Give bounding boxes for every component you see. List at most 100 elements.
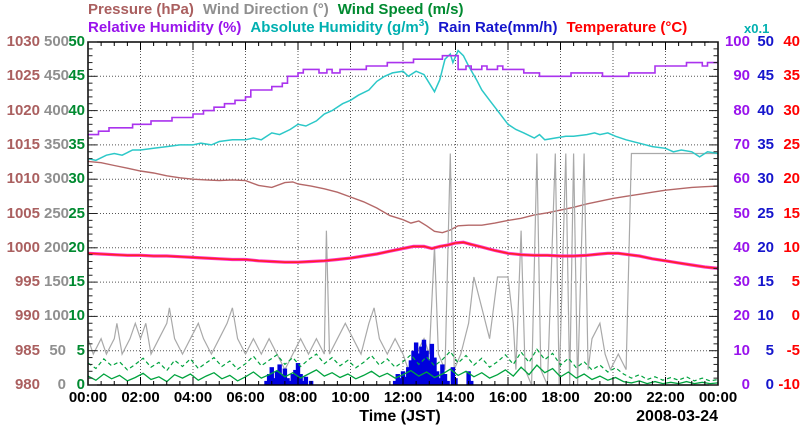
xtick-time: 16:00	[488, 389, 528, 406]
ytick-relative-humidity: 100	[724, 33, 750, 50]
ytick-wind-direction: 400	[44, 101, 70, 119]
ytick-temperature: -5	[786, 341, 800, 359]
scale-note-x0-1: x0.1	[744, 21, 770, 36]
ytick-wind-speed: 40	[68, 101, 85, 119]
bar-rain_rate	[298, 374, 303, 385]
legend-wind-direction: Wind Direction (°)	[202, 1, 329, 18]
ytick-pressure: 1020	[6, 101, 40, 119]
ytick-wind-speed: 35	[68, 135, 85, 153]
ytick-pressure: 995	[14, 273, 40, 291]
ytick-rain-rate: 15	[757, 273, 774, 291]
xtick-time: 14:00	[436, 389, 475, 406]
ytick-wind-direction: 450	[44, 67, 70, 85]
ytick-wind-direction: 100	[44, 307, 70, 325]
bar-rain_rate	[264, 380, 269, 385]
legend-temperature: Temperature (°C)	[566, 19, 688, 36]
bar-rain_rate	[278, 375, 284, 385]
ytick-wind-direction: 150	[44, 273, 70, 291]
ytick-temperature: 15	[783, 204, 800, 222]
bar-rain_rate	[445, 380, 450, 385]
bar-rain_rate	[277, 364, 282, 385]
xtick-time: 04:00	[173, 389, 213, 406]
x-axis-title: Time (JST)	[359, 408, 441, 425]
bar-rain_rate	[285, 378, 290, 385]
bar-rain_rate	[398, 378, 403, 385]
xtick-time: 06:00	[226, 389, 265, 406]
ytick-rain-rate: 35	[757, 135, 774, 153]
ytick-wind-speed: 25	[68, 204, 85, 222]
bar-rain_rate	[411, 350, 416, 385]
ytick-rain-rate: 50	[757, 33, 774, 50]
ytick-relative-humidity: 10	[733, 341, 750, 359]
bar-rain_rate	[437, 378, 442, 385]
bar-rain_rate	[274, 371, 280, 385]
ytick-temperature: 30	[783, 101, 800, 119]
ytick-wind-direction: 250	[44, 204, 70, 222]
ytick-temperature: 5	[791, 273, 800, 291]
bar-rain_rate	[303, 376, 309, 385]
bar-rain_rate	[469, 380, 474, 385]
ytick-relative-humidity: 0	[741, 376, 750, 393]
series-temperature	[87, 241, 719, 270]
xtick-time: 12:00	[383, 389, 423, 406]
bar-rain_rate	[450, 367, 456, 385]
bar-rain_rate	[419, 346, 424, 385]
ytick-rain-rate: 20	[757, 238, 774, 256]
ytick-rain-rate: 30	[757, 170, 774, 188]
bar-rain_rate	[395, 374, 400, 385]
ytick-wind-direction: 350	[44, 135, 70, 153]
xtick-time: 10:00	[331, 389, 370, 406]
ytick-wind-speed: 20	[68, 238, 85, 256]
bar-rain_rate	[429, 343, 435, 385]
ytick-rain-rate: 25	[757, 204, 774, 222]
xtick-time: 20:00	[593, 389, 633, 406]
series-pressure	[87, 160, 719, 234]
xtick-time: 00:00	[698, 389, 738, 406]
ytick-temperature: 10	[783, 238, 800, 256]
ytick-relative-humidity: 70	[733, 135, 750, 153]
bar-rain_rate	[287, 380, 293, 385]
ytick-wind-direction: 50	[49, 341, 66, 359]
bar-rain_rate	[466, 371, 471, 385]
date-label: 2008-03-24	[636, 408, 718, 425]
bar-rain_rate	[266, 374, 272, 385]
ytick-relative-humidity: 50	[733, 204, 750, 222]
ytick-pressure: 1030	[6, 33, 40, 50]
ytick-rain-rate: 40	[757, 101, 774, 119]
ytick-wind-speed: 15	[68, 273, 85, 291]
bar-rain_rate	[392, 380, 398, 385]
xtick-time: 02:00	[121, 389, 160, 406]
series-wind_speed_gust	[87, 348, 719, 382]
ytick-wind-speed: 5	[76, 341, 85, 359]
ytick-pressure: 985	[14, 341, 40, 359]
legend-line-2: Relative Humidity (%) Absolute Humidity (…	[88, 18, 688, 37]
legend-rain-rate: Rain Rate(mm/h)	[438, 19, 558, 36]
ytick-wind-direction: 200	[44, 238, 70, 256]
legend-absolute-humidity: Absolute Humidity (g/m3)	[250, 18, 430, 37]
bar-rain_rate	[269, 367, 274, 385]
ytick-relative-humidity: 40	[733, 238, 750, 256]
xtick-time: 22:00	[646, 389, 685, 406]
xtick-time: 00:00	[68, 389, 108, 406]
legend-relative-humidity: Relative Humidity (%)	[88, 19, 242, 36]
ytick-pressure: 990	[14, 307, 40, 325]
ytick-pressure: 1000	[6, 238, 40, 256]
ytick-temperature: 0	[791, 307, 800, 325]
ytick-rain-rate: 10	[757, 307, 774, 325]
ytick-wind-speed: 45	[68, 67, 85, 85]
bar-rain_rate	[295, 363, 301, 385]
ytick-pressure: 980	[14, 376, 40, 393]
bar-rain_rate	[432, 357, 437, 385]
ytick-pressure: 1025	[6, 67, 40, 85]
ytick-rain-rate: 5	[765, 341, 774, 359]
bar-rain_rate	[413, 342, 419, 385]
ytick-rain-rate: 0	[765, 376, 774, 393]
series-absolute_humidity	[87, 49, 719, 162]
ytick-temperature: -10	[778, 376, 800, 393]
legend-wind-speed: Wind Speed (m/s)	[337, 1, 464, 18]
ytick-wind-speed: 30	[68, 170, 85, 188]
bar-rain_rate	[406, 367, 411, 385]
ytick-wind-direction: 300	[44, 170, 70, 188]
